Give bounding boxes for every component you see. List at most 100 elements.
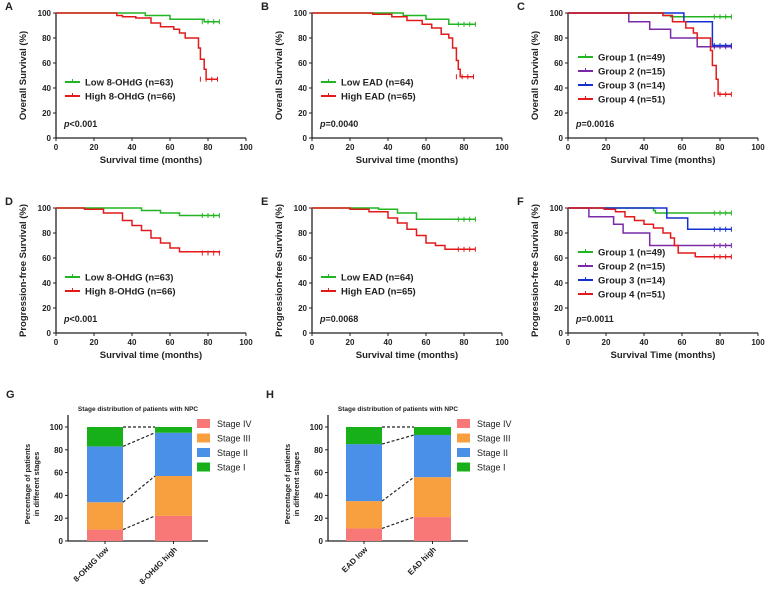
km-panel-D: D 0 20 40 60 80 100 0 20 40 60 80 100 Survival time (… xyxy=(5,196,253,361)
survival-curve-3 xyxy=(568,207,732,230)
x-axis-title: Survival time (months) xyxy=(100,155,202,166)
y-axis-title: Progression-free Survival (%) xyxy=(274,204,285,337)
legend-swatch xyxy=(457,433,470,443)
p-value-number: =0.0040 xyxy=(326,119,359,129)
legend-label: Stage I xyxy=(477,463,506,473)
y-tick-label: 60 xyxy=(554,254,563,263)
survival-curve-1 xyxy=(312,207,476,220)
x-tick-label: 0 xyxy=(310,338,315,347)
panel-label: H xyxy=(266,389,274,401)
x-tick-label: 0 xyxy=(566,338,571,347)
y-tick-label: 100 xyxy=(310,423,324,432)
legend-label: Stage I xyxy=(217,463,246,473)
bar-segment-stage-iv xyxy=(155,515,192,541)
x-tick-label: 100 xyxy=(495,338,509,347)
x-tick-label: 20 xyxy=(346,143,355,152)
p-value-number: <0.001 xyxy=(70,314,98,324)
x-tick-label: 40 xyxy=(128,338,137,347)
bar-segment-stage-iii xyxy=(155,476,192,516)
legend-label: Stage III xyxy=(217,434,251,444)
x-tick-label: 60 xyxy=(166,338,175,347)
x-tick-label: 40 xyxy=(640,338,649,347)
panel-label: G xyxy=(6,389,15,401)
p-value-number: <0.001 xyxy=(70,119,98,129)
connector-line xyxy=(381,516,415,530)
km-panel-E: E 0 20 40 60 80 100 0 20 40 60 80 100 Survival time (… xyxy=(261,196,509,361)
legend-swatch xyxy=(197,433,210,443)
x-axis-title: Survival time (months) xyxy=(356,155,458,166)
survival-curve-1 xyxy=(56,207,220,217)
y-tick-label: 20 xyxy=(554,304,563,313)
legend-label: Group 1 (n=49) xyxy=(598,248,665,259)
y-tick-label: 0 xyxy=(47,134,52,143)
x-tick-label: 60 xyxy=(678,143,687,152)
x-tick-label: 80 xyxy=(204,338,213,347)
bar-segment-stage-iii xyxy=(87,502,123,530)
y-axis-title: Progression-free Survival (%) xyxy=(530,204,541,337)
y-tick-label: 40 xyxy=(554,84,563,93)
bar-segment-stage-i xyxy=(155,427,192,433)
legend-label: Group 1 (n=49) xyxy=(598,53,665,64)
legend-swatch xyxy=(457,462,470,472)
km-panel-B: B 0 20 40 60 80 100 0 20 40 60 80 100 Survival time (… xyxy=(261,1,509,166)
chart-title: Stage distribution of patients with NPC xyxy=(78,406,199,413)
y-tick-label: 100 xyxy=(550,204,564,213)
survival-curve-2 xyxy=(568,12,732,48)
legend-swatch xyxy=(197,462,210,472)
x-tick-label: 0 xyxy=(54,143,59,152)
survival-curve-1 xyxy=(56,12,220,23)
legend-label: High EAD (n=65) xyxy=(341,92,416,103)
p-value-number: =0.0068 xyxy=(326,314,359,324)
y-tick-label: 80 xyxy=(298,34,307,43)
y-tick-label: 80 xyxy=(298,229,307,238)
legend-label: Low EAD (n=64) xyxy=(341,273,414,284)
y-tick-label: 20 xyxy=(554,109,563,118)
x-tick-label: 0 xyxy=(54,338,59,347)
panel-label: D xyxy=(5,196,13,208)
y-axis-title: Overall Survival (%) xyxy=(18,31,29,120)
y-tick-label: 60 xyxy=(298,254,307,263)
p-value-number: =0.0016 xyxy=(582,119,615,129)
y-tick-label: 40 xyxy=(42,279,51,288)
x-tick-label: 40 xyxy=(640,143,649,152)
y-tick-label: 20 xyxy=(42,109,51,118)
y-axis-title: Overall Survival (%) xyxy=(274,31,285,120)
y-tick-label: 60 xyxy=(42,59,51,68)
panel-label: A xyxy=(5,1,13,13)
x-tick-label: 80 xyxy=(204,143,213,152)
legend-label: Stage II xyxy=(217,448,248,458)
legend-swatch xyxy=(457,448,470,457)
x-tick-label: 0 xyxy=(310,143,315,152)
category-label: EAD high xyxy=(406,545,438,577)
y-tick-label: 80 xyxy=(554,34,563,43)
km-panel-C: C 0 20 40 60 80 100 0 20 40 60 80 100 Survival Time (… xyxy=(517,1,765,166)
bar-segment-stage-iv xyxy=(346,528,382,541)
y-tick-label: 40 xyxy=(42,84,51,93)
p-value-number: =0.0011 xyxy=(582,314,614,324)
survival-curve-4 xyxy=(568,12,732,95)
x-tick-label: 40 xyxy=(384,143,393,152)
legend-label: Low 8-OHdG (n=63) xyxy=(85,78,173,89)
p-value: p=0.0040 xyxy=(319,119,358,129)
y-tick-label: 100 xyxy=(38,204,52,213)
connector-line xyxy=(381,476,415,502)
x-tick-label: 100 xyxy=(239,143,253,152)
bar-segment-stage-ii xyxy=(346,444,382,502)
x-tick-label: 60 xyxy=(422,338,431,347)
y-tick-label: 40 xyxy=(554,279,563,288)
y-tick-label: 80 xyxy=(314,446,323,455)
survival-curve-2 xyxy=(56,12,218,80)
legend-label: Group 2 (n=15) xyxy=(598,262,665,273)
x-axis-title: Survival Time (months) xyxy=(611,350,716,361)
bar-panel-G: G Stage distribution of patients with NPC… xyxy=(6,389,252,586)
x-tick-label: 20 xyxy=(602,143,611,152)
x-tick-label: 100 xyxy=(239,338,253,347)
x-tick-label: 40 xyxy=(384,338,393,347)
y-axis-title: Overall Survival (%) xyxy=(530,31,541,120)
p-value: p<0.001 xyxy=(63,119,97,129)
legend-swatch xyxy=(197,419,210,428)
km-panel-F: F 0 20 40 60 80 100 0 20 40 60 80 100 Survival Time (… xyxy=(517,196,765,361)
km-panel-A: A 0 20 40 60 80 100 0 20 40 60 80 100 Survival time (… xyxy=(5,1,253,166)
connector-line xyxy=(122,515,156,531)
p-symbol: p xyxy=(575,314,582,324)
